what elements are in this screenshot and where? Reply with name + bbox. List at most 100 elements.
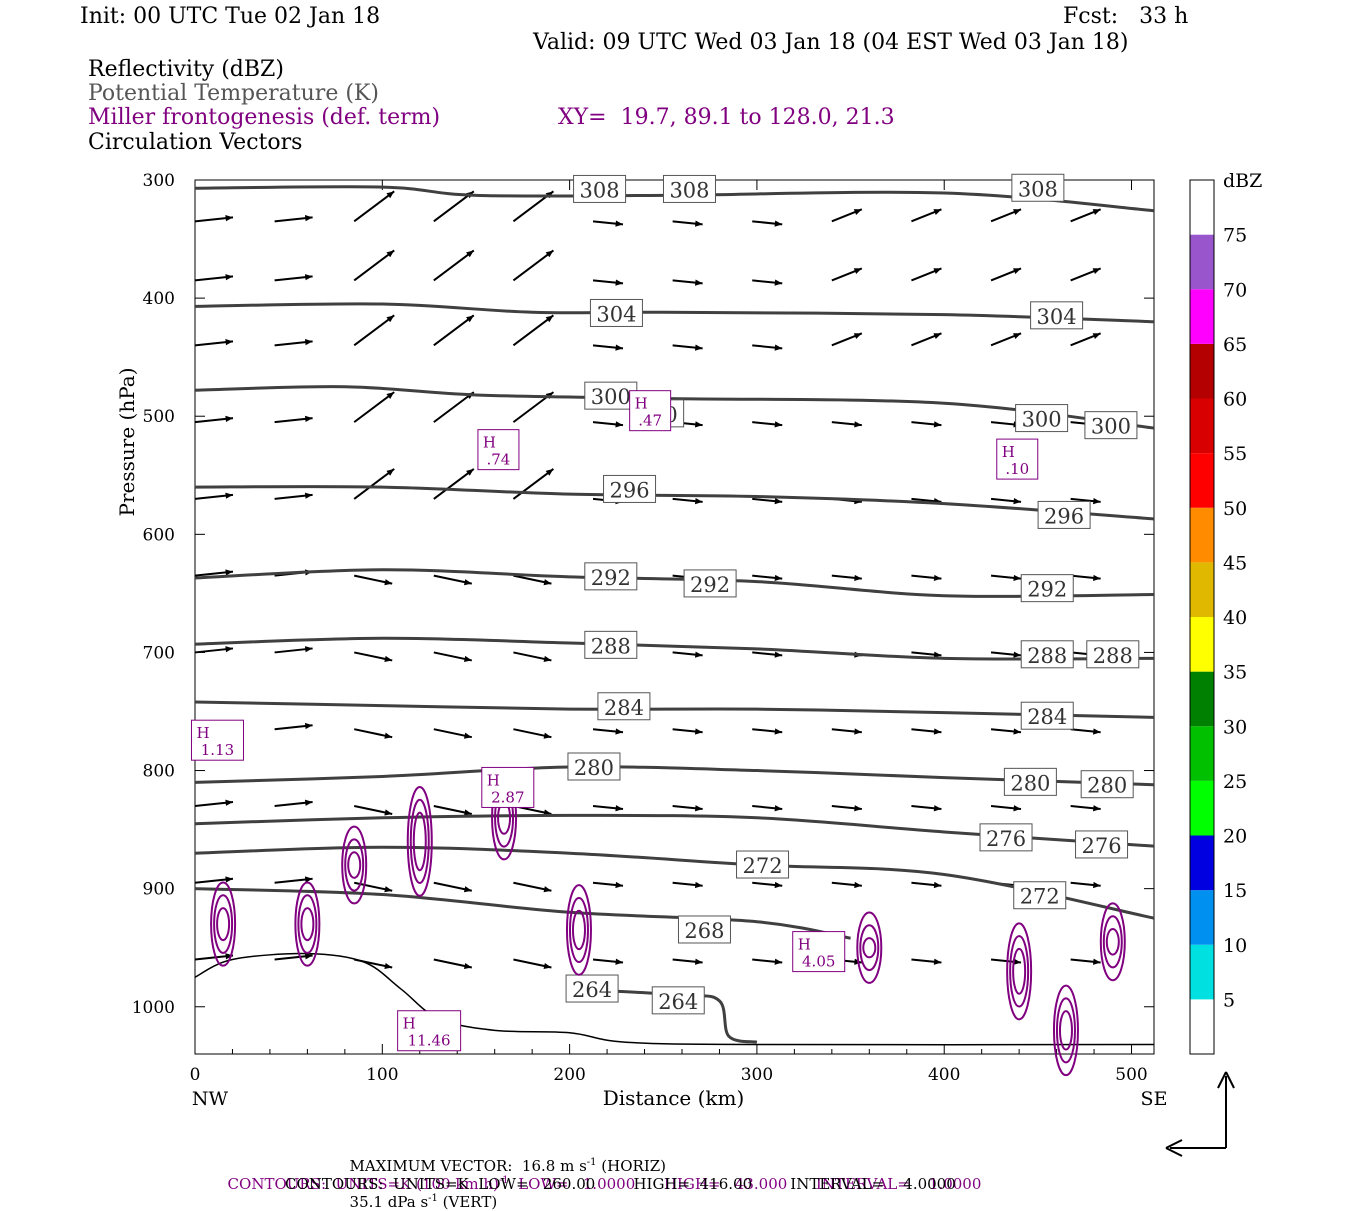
colorbar-tick-label: 40 bbox=[1223, 607, 1247, 629]
vector-arrowhead bbox=[1013, 728, 1022, 735]
vector-arrowhead bbox=[304, 339, 313, 346]
theta-contour-label: 300 bbox=[1091, 415, 1131, 439]
vector-arrowhead bbox=[933, 333, 942, 339]
vector-arrowhead bbox=[933, 421, 942, 428]
max-vector-vert-tag: (VERT) bbox=[437, 1193, 498, 1211]
theta-contour-label: 272 bbox=[1020, 885, 1060, 909]
vector-arrowhead bbox=[1013, 574, 1022, 582]
cross-section-endpoints: XY= 19.7, 89.1 to 128.0, 21.3 bbox=[558, 105, 895, 130]
vector-arrowhead bbox=[1092, 268, 1101, 275]
fronto-range: LOW= 1.0000 HIGH= 43.000 INTERVAL= 1.000… bbox=[508, 1175, 982, 1193]
vector-arrowhead bbox=[933, 728, 942, 735]
colorbar-tick-label: 75 bbox=[1223, 225, 1247, 247]
max-vector-horiz: MAXIMUM VECTOR: 16.8 m s bbox=[349, 1157, 587, 1175]
vector-arrowhead bbox=[225, 646, 233, 653]
colorbar-title: dBZ bbox=[1223, 170, 1262, 192]
vector-arrowhead bbox=[854, 881, 862, 889]
theta-label-box bbox=[584, 562, 638, 591]
x-axis-title: Distance (km) bbox=[603, 1086, 745, 1110]
vector-arrowhead bbox=[384, 732, 393, 739]
theta-label-box bbox=[1011, 173, 1065, 202]
vector-arrowhead bbox=[615, 958, 624, 965]
vector-arrowhead bbox=[386, 250, 395, 258]
theta-contour-label: 292 bbox=[1027, 578, 1067, 602]
field-reflectivity-label: Reflectivity (dBZ) bbox=[88, 57, 284, 82]
theta-contour-label: 300 bbox=[591, 385, 631, 409]
circulation-vector bbox=[433, 249, 475, 282]
vector-arrowhead bbox=[384, 886, 393, 893]
colorbar-segment bbox=[1190, 780, 1214, 836]
frontogenesis-contour bbox=[1105, 927, 1120, 956]
colorbar-tick-label: 30 bbox=[1223, 716, 1247, 738]
vector-arrowhead bbox=[774, 958, 783, 965]
vector-arrowhead bbox=[463, 732, 472, 739]
vector-arrowhead bbox=[304, 415, 313, 422]
theta-label-box bbox=[1084, 411, 1138, 440]
frontogenesis-contour bbox=[571, 909, 586, 951]
vector-arrowhead bbox=[386, 468, 395, 476]
frontogenesis-contour bbox=[1055, 997, 1076, 1064]
vertical-reference-arrowhead bbox=[1217, 1071, 1235, 1089]
colorbar-segment bbox=[1190, 562, 1214, 617]
circulation-vector bbox=[512, 249, 555, 282]
vector-arrowhead bbox=[225, 569, 233, 576]
vector-arrowhead bbox=[304, 215, 313, 222]
theta-label-box bbox=[565, 974, 619, 1003]
field-frontogenesis-label: Miller frontogenesis (def. term) bbox=[88, 105, 441, 130]
vector-arrowhead bbox=[225, 415, 233, 422]
vector-arrowhead bbox=[1092, 209, 1101, 215]
field-vectors-label: Circulation Vectors bbox=[88, 130, 303, 155]
theta-contour-label: 292 bbox=[690, 573, 730, 597]
fronto-max-label: H bbox=[403, 1015, 416, 1033]
vector-arrowhead bbox=[694, 805, 703, 812]
circulation-vector bbox=[353, 314, 395, 347]
theta-contour-label: 288 bbox=[1027, 644, 1067, 668]
y-tick-label: 800 bbox=[143, 762, 175, 782]
unit-exponent: -1 bbox=[586, 1157, 597, 1168]
theta-label-box bbox=[589, 298, 643, 327]
colorbar-segment bbox=[1190, 726, 1214, 781]
vector-arrowhead bbox=[1013, 268, 1022, 275]
horizontal-reference-arrowhead bbox=[1165, 1139, 1183, 1157]
vector-arrowhead bbox=[225, 492, 233, 499]
vector-arrowhead bbox=[304, 722, 313, 730]
colorbar-tick-label: 20 bbox=[1223, 826, 1247, 848]
vector-arrowhead bbox=[853, 268, 862, 275]
frontogenesis-contour bbox=[412, 811, 427, 872]
frontogenesis-contour bbox=[341, 825, 368, 905]
vector-arrowhead bbox=[545, 468, 554, 476]
vector-arrowhead bbox=[854, 805, 862, 812]
vector-arrowhead bbox=[545, 315, 554, 323]
frontogenesis-contour bbox=[347, 851, 362, 879]
vector-arrowhead bbox=[694, 344, 703, 351]
vector-arrowhead bbox=[304, 953, 313, 960]
fronto-max-box bbox=[397, 1010, 462, 1052]
vector-arrowhead bbox=[463, 886, 472, 893]
vector-arrowhead bbox=[694, 220, 703, 227]
vector-arrowhead bbox=[615, 421, 624, 428]
vector-arrowhead bbox=[1013, 958, 1022, 965]
fronto-max-value: 11.46 bbox=[408, 1032, 451, 1050]
vector-arrowhead bbox=[854, 728, 862, 735]
vector-arrowhead bbox=[466, 315, 474, 323]
vector-arrowhead bbox=[933, 268, 942, 275]
theta-label-box bbox=[651, 986, 705, 1015]
frontogenesis-contour bbox=[406, 786, 433, 897]
theta-contour bbox=[194, 636, 1155, 661]
vector-arrowhead bbox=[774, 220, 783, 227]
frontogenesis-contour bbox=[344, 838, 365, 892]
frontogenesis-contour bbox=[1052, 984, 1079, 1077]
theta-contour-label: 288 bbox=[1093, 644, 1133, 668]
x-left-end-label: NW bbox=[192, 1088, 229, 1110]
vector-arrowhead bbox=[933, 651, 942, 658]
circulation-vector bbox=[512, 314, 555, 347]
vector-arrowhead bbox=[1013, 498, 1022, 505]
vector-arrowhead bbox=[1093, 881, 1101, 889]
colorbar-tick-label: 60 bbox=[1223, 389, 1247, 411]
theta-label-box bbox=[1086, 640, 1140, 669]
frontogenesis-contour bbox=[300, 907, 315, 942]
vector-arrowhead bbox=[694, 958, 703, 965]
fronto-max-box bbox=[629, 390, 672, 432]
theta-contour-label: 304 bbox=[596, 302, 636, 326]
